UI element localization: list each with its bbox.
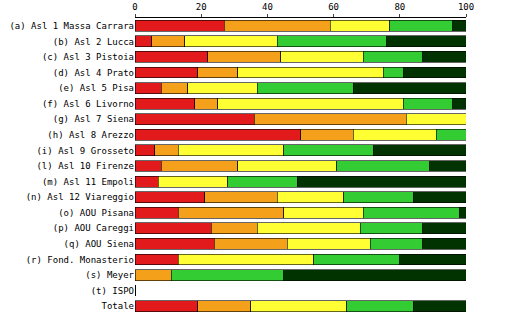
svg-text:(f) Asl 6 Livorno: (f) Asl 6 Livorno [42,99,134,109]
svg-text:(g) Asl 7 Siena: (g) Asl 7 Siena [53,114,134,124]
svg-text:(s) Meyer: (s) Meyer [85,270,134,280]
svg-text:(l) Asl 10 Firenze: (l) Asl 10 Firenze [36,161,134,171]
svg-text:(a) Asl 1 Massa Carrara: (a) Asl 1 Massa Carrara [9,21,134,31]
svg-text:(o) AOU Pisana: (o) AOU Pisana [58,208,134,218]
svg-text:(d) Asl 4 Prato: (d) Asl 4 Prato [53,68,134,78]
svg-text:80: 80 [394,2,405,12]
svg-text:(m) Asl 11 Empoli: (m) Asl 11 Empoli [42,177,134,187]
svg-text:(r) Fond. Monasterio: (r) Fond. Monasterio [26,255,134,265]
svg-text:40: 40 [262,2,273,12]
svg-text:(h) Asl 8 Arezzo: (h) Asl 8 Arezzo [47,130,134,140]
svg-text:(e) Asl 5 Pisa: (e) Asl 5 Pisa [58,83,134,93]
svg-text:(i) Asl 9 Grosseto: (i) Asl 9 Grosseto [36,146,134,156]
svg-text:0: 0 [132,2,137,12]
svg-text:(t) ISPO: (t) ISPO [91,286,134,296]
svg-text:20: 20 [196,2,207,12]
svg-text:Totale: Totale [101,301,134,311]
svg-text:60: 60 [328,2,339,12]
svg-text:(c) Asl 3 Pistoia: (c) Asl 3 Pistoia [42,52,134,62]
svg-text:(b) Asl 2 Lucca: (b) Asl 2 Lucca [53,37,134,47]
svg-text:(n) Asl 12 Viareggio: (n) Asl 12 Viareggio [26,192,134,202]
svg-text:(p) AOU Careggi: (p) AOU Careggi [53,223,134,233]
svg-text:(q) AOU Siena: (q) AOU Siena [64,239,134,249]
svg-text:100: 100 [458,2,474,12]
